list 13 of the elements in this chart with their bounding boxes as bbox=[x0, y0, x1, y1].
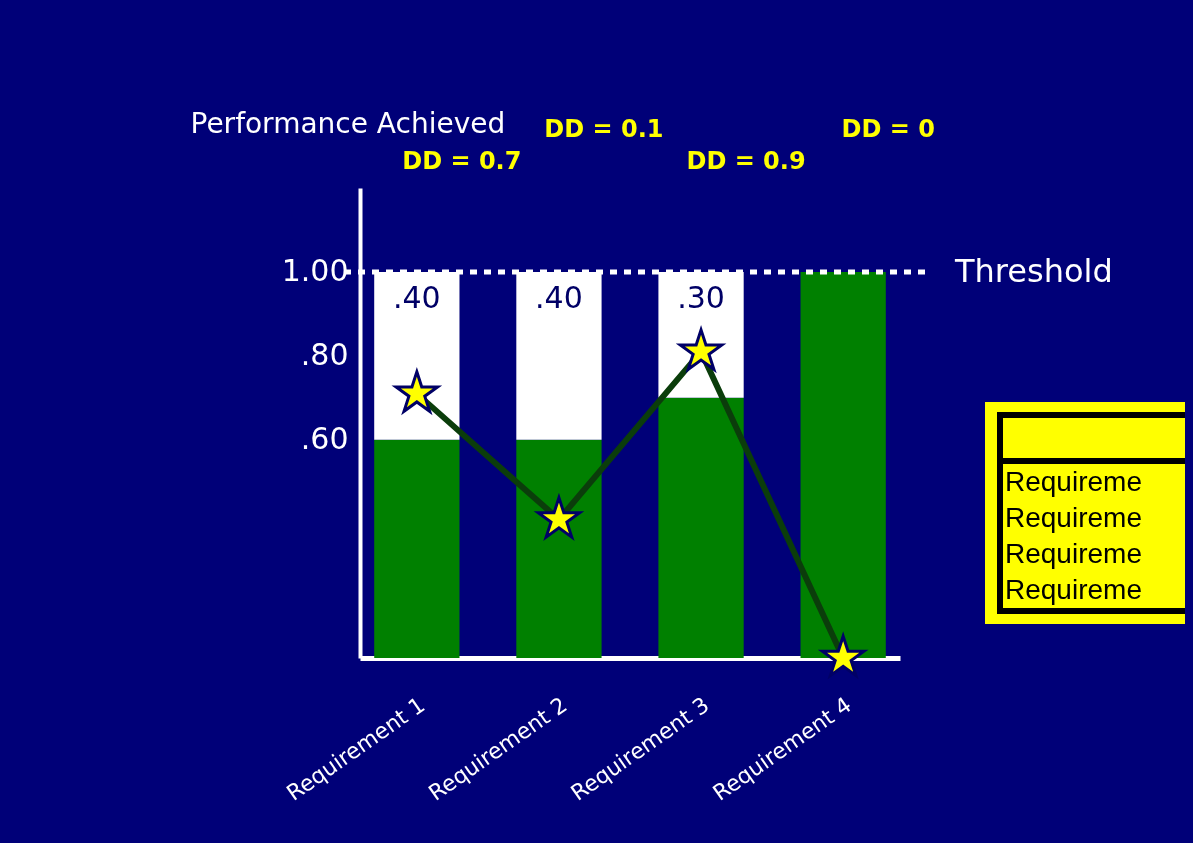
y-tick-label: .80 bbox=[300, 337, 349, 373]
y-tick-label: .60 bbox=[300, 421, 349, 457]
y-axis-title: Performance Achieved bbox=[190, 106, 506, 140]
requirements-table: Requireme Requireme Requireme Requireme bbox=[985, 402, 1185, 624]
data-label: .30 bbox=[677, 279, 725, 315]
y-tick-label: 1.00 bbox=[281, 253, 349, 289]
text: DD = 0.9 bbox=[686, 147, 806, 175]
data-label: .40 bbox=[535, 279, 583, 315]
ref-line-label: Threshold bbox=[954, 251, 1113, 290]
data-label: .40 bbox=[392, 279, 441, 315]
text: DD = 0.1 bbox=[544, 115, 664, 143]
text: DD = 0 bbox=[841, 115, 935, 143]
text: DD = 0.7 bbox=[402, 147, 522, 175]
